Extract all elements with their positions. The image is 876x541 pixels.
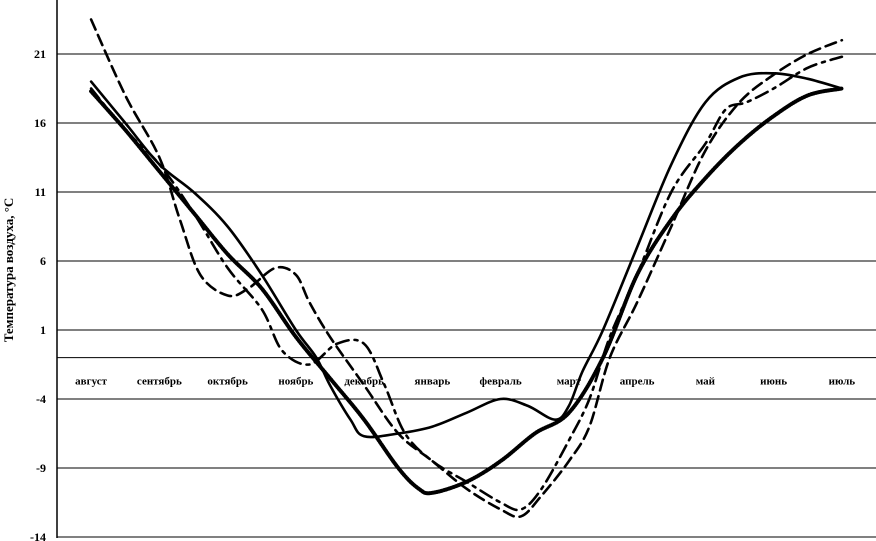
- x-tick-label: август: [75, 376, 107, 388]
- x-tick-labels: август сентябрь октябрь ноябрь декабрь январь…: [75, 376, 855, 388]
- axes: [56, 0, 876, 538]
- x-tick-label: май: [696, 376, 716, 388]
- y-tick-label: 6: [40, 254, 46, 268]
- x-tick-label: ноябрь: [278, 376, 313, 388]
- x-tick-label: июль: [829, 376, 856, 388]
- y-axis-label: Температура воздуха, °C: [1, 198, 16, 343]
- x-tick-label: февраль: [480, 376, 522, 388]
- x-tick-label: апрель: [620, 376, 655, 388]
- series-line-solid: [89, 71, 844, 439]
- y-tick-label: 11: [35, 185, 46, 199]
- grid-lines: [57, 53, 876, 538]
- y-tick-labels: 21 16 11 6 1 -4 -9 -14: [30, 47, 46, 541]
- y-tick-label: 1: [40, 323, 46, 337]
- x-tick-label: декабрь: [344, 376, 384, 388]
- series-lines: [89, 18, 844, 519]
- y-tick-label: 21: [34, 47, 46, 61]
- series-line-dash-dot: [89, 55, 844, 512]
- series-line-dotted-thick: [89, 86, 844, 496]
- y-tick-label: 16: [34, 116, 46, 130]
- x-tick-label: январь: [415, 376, 451, 388]
- x-tick-label: март: [557, 376, 582, 388]
- y-tick-label: -4: [36, 392, 46, 406]
- y-tick-label: -14: [30, 530, 46, 541]
- y-tick-label: -9: [36, 461, 46, 475]
- x-tick-label: сентябрь: [137, 376, 182, 388]
- x-tick-label: октябрь: [207, 376, 248, 388]
- x-tick-label: июнь: [760, 376, 787, 388]
- series-line-dashed: [89, 18, 844, 519]
